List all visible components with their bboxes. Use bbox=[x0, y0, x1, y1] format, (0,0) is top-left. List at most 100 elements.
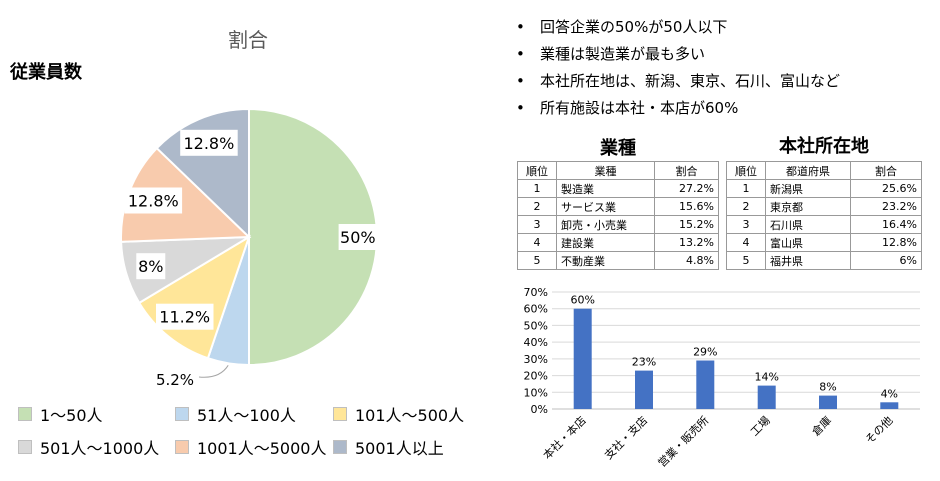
percent-cell: 13.2% bbox=[654, 233, 719, 252]
bullet-item: • 回答企業の50%が50人以下 bbox=[514, 14, 840, 41]
x-tick-label: 営業・販売所 bbox=[655, 413, 712, 470]
name-cell: 福井県 bbox=[765, 251, 851, 270]
bar bbox=[819, 395, 837, 409]
x-tick-label: 支社・支店 bbox=[601, 413, 650, 462]
column-header: 都道府県 bbox=[765, 161, 851, 180]
summary-bullets: • 回答企業の50%が50人以下 • 業種は製造業が最も多い • 本社所在地は、新潟、… bbox=[514, 14, 840, 122]
bar-gridlines bbox=[552, 291, 920, 410]
pie-label-box bbox=[156, 303, 214, 330]
legend-label: 101人～500人 bbox=[355, 406, 465, 425]
percent-cell: 15.6% bbox=[654, 197, 719, 216]
bar bbox=[573, 308, 592, 409]
pie-chart-title: 割合 bbox=[228, 28, 268, 52]
table-header-row: 順位 業種 割合 bbox=[517, 161, 719, 180]
pie-data-label: 50% bbox=[340, 228, 376, 247]
rank-cell: 2 bbox=[726, 197, 766, 216]
pie-data-label: 8% bbox=[138, 257, 163, 276]
hq-location-table: 順位 都道府県 割合 1 新潟県 25.6% 2 東京都 23.2% 3 石川県… bbox=[726, 161, 922, 270]
legend-swatch bbox=[175, 407, 189, 421]
percent-cell: 6% bbox=[850, 251, 922, 270]
bar bbox=[635, 370, 653, 409]
percent-cell: 23.2% bbox=[850, 197, 922, 216]
bars: 60% 本社・本店 23% 支社・支店 29% 営業・販売所 14% 工場 8% 倉庫 4% その他 bbox=[540, 294, 899, 470]
column-header: 順位 bbox=[726, 161, 766, 180]
name-cell: 不動産業 bbox=[556, 251, 655, 270]
bar bbox=[880, 402, 899, 409]
bar bbox=[696, 360, 715, 409]
percent-cell: 27.2% bbox=[654, 179, 719, 198]
percent-cell: 12.8% bbox=[850, 233, 922, 252]
rank-cell: 4 bbox=[517, 233, 557, 252]
bullet-item: • 本社所在地は、新潟、東京、石川、富山など bbox=[514, 68, 840, 95]
legend-item: 1001人～5000人 bbox=[175, 435, 326, 459]
legend-label: 51人～100人 bbox=[197, 406, 296, 425]
name-cell: 卸売・小売業 bbox=[556, 215, 655, 234]
bullet-item: • 業種は製造業が最も多い bbox=[514, 41, 840, 68]
bar-data-label: 8% bbox=[819, 381, 836, 394]
column-header: 割合 bbox=[654, 161, 719, 180]
rank-cell: 5 bbox=[517, 251, 557, 270]
name-cell: 石川県 bbox=[765, 215, 851, 234]
bar-data-label: 29% bbox=[693, 346, 717, 359]
employee-count-label: 従業員数 bbox=[10, 62, 82, 83]
pie-data-label: 5.2% bbox=[156, 371, 194, 389]
table-row: 3 卸売・小売業 15.2% bbox=[517, 215, 719, 234]
industry-table-title: 業種 bbox=[600, 138, 636, 159]
percent-cell: 25.6% bbox=[850, 179, 922, 198]
table-row: 4 富山県 12.8% bbox=[726, 233, 922, 252]
percent-cell: 15.2% bbox=[654, 215, 719, 234]
bullet-text: 回答企業の50%が50人以下 bbox=[540, 18, 728, 36]
x-tick-label: 工場 bbox=[748, 414, 773, 439]
legend-swatch bbox=[333, 440, 347, 454]
x-tick-label: その他 bbox=[863, 414, 896, 447]
legend-label: 501人～1000人 bbox=[40, 439, 160, 458]
bullet-dot-icon: • bbox=[516, 18, 525, 36]
y-tick-label: 40% bbox=[524, 336, 548, 349]
pie-data-label: 12.8% bbox=[128, 192, 179, 211]
rank-cell: 1 bbox=[517, 179, 557, 198]
y-tick-label: 70% bbox=[524, 286, 548, 299]
pie-chart: 50% 5.2% 11.2% 8% 12.8% 12.8% bbox=[120, 107, 378, 389]
pie-label-box bbox=[136, 253, 166, 280]
bullet-text: 所有施設は本社・本店が60% bbox=[540, 99, 739, 117]
bar-data-label: 60% bbox=[570, 294, 594, 307]
rank-cell: 5 bbox=[726, 251, 766, 270]
percent-cell: 16.4% bbox=[850, 215, 922, 234]
column-header: 割合 bbox=[850, 161, 922, 180]
legend-label: 1～50人 bbox=[40, 406, 103, 425]
name-cell: 製造業 bbox=[556, 179, 655, 198]
table-header-row: 順位 都道府県 割合 bbox=[726, 161, 922, 180]
bullet-dot-icon: • bbox=[516, 45, 525, 63]
y-tick-label: 50% bbox=[524, 319, 548, 332]
table-row: 5 福井県 6% bbox=[726, 251, 922, 270]
y-tick-label: 30% bbox=[524, 353, 548, 366]
column-header: 順位 bbox=[517, 161, 557, 180]
y-tick-label: 20% bbox=[524, 370, 548, 383]
legend-item: 5001人以上 bbox=[333, 435, 444, 459]
table-row: 2 サービス業 15.6% bbox=[517, 197, 719, 216]
pie-label-box bbox=[338, 224, 378, 250]
bullet-dot-icon: • bbox=[516, 72, 525, 90]
bullet-text: 業種は製造業が最も多い bbox=[540, 45, 706, 63]
table-row: 1 新潟県 25.6% bbox=[726, 179, 922, 198]
bar-data-label: 23% bbox=[632, 356, 656, 369]
rank-cell: 1 bbox=[726, 179, 766, 198]
name-cell: 建設業 bbox=[556, 233, 655, 252]
bullet-item: • 所有施設は本社・本店が60% bbox=[514, 95, 840, 122]
name-cell: 富山県 bbox=[765, 233, 851, 252]
percent-cell: 4.8% bbox=[654, 251, 719, 270]
pie-slices bbox=[120, 107, 378, 367]
pie-data-label: 12.8% bbox=[183, 134, 234, 153]
legend-swatch bbox=[18, 407, 32, 421]
legend-item: 501人～1000人 bbox=[18, 435, 159, 459]
x-tick-label: 本社・本店 bbox=[540, 413, 589, 462]
legend-item: 51人～100人 bbox=[175, 402, 296, 426]
table-row: 1 製造業 27.2% bbox=[517, 179, 719, 198]
bar-y-ticks: 0% 10% 20% 30% 40% 50% 60% 70% bbox=[524, 286, 548, 416]
pie-data-labels: 50% 5.2% 11.2% 8% 12.8% 12.8% bbox=[124, 129, 378, 389]
legend-label: 5001人以上 bbox=[355, 439, 444, 458]
rank-cell: 3 bbox=[726, 215, 766, 234]
table-row: 5 不動産業 4.8% bbox=[517, 251, 719, 270]
y-tick-label: 60% bbox=[524, 303, 548, 316]
rank-cell: 2 bbox=[517, 197, 557, 216]
